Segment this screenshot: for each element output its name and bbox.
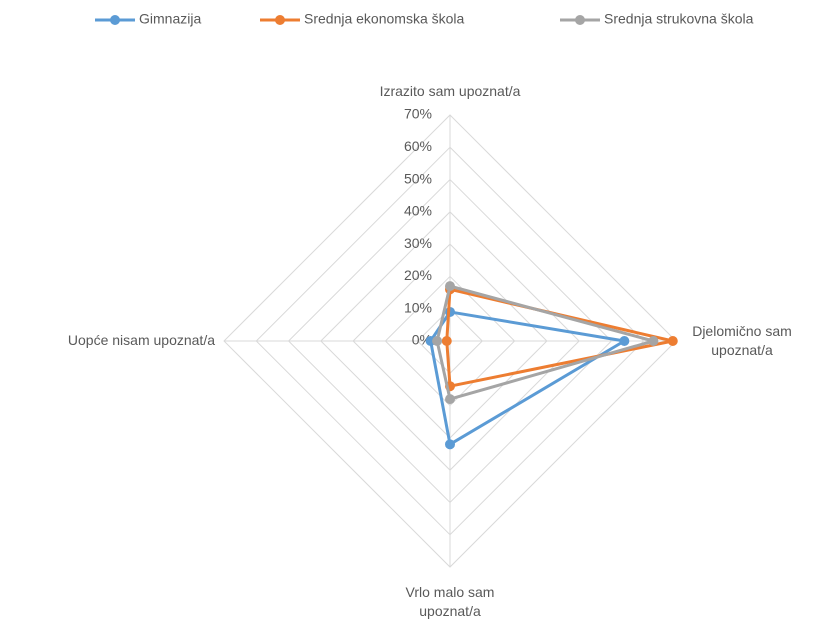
series-marker (445, 439, 455, 450)
category-label: Djelomično sam upoznat/a (692, 323, 792, 358)
y-tick-label: 70% (404, 106, 432, 122)
y-tick-label: 60% (404, 138, 432, 154)
category-label: Uopće nisam upoznat/a (67, 332, 215, 348)
series-marker (648, 336, 659, 346)
series-marker (441, 336, 452, 346)
category-label: Vrlo malo sam upoznat/a (405, 584, 495, 619)
y-tick-label: 20% (404, 267, 432, 283)
legend-marker (275, 15, 285, 25)
y-tick-label: 30% (404, 235, 432, 251)
y-tick-label: 40% (404, 203, 432, 219)
y-tick-label: 10% (404, 299, 432, 315)
series-marker (445, 394, 455, 405)
series-marker (619, 336, 630, 346)
legend-marker (110, 15, 120, 25)
legend-label: Srednja ekonomska škola (304, 11, 465, 27)
series-marker (432, 336, 443, 346)
series-marker (667, 336, 678, 346)
legend-label: Srednja strukovna škola (604, 11, 754, 27)
legend-label: Gimnazija (139, 11, 201, 27)
y-tick-label: 50% (404, 170, 432, 186)
series-marker (445, 281, 455, 292)
category-label: Izrazito sam upoznat/a (379, 83, 521, 99)
legend-marker (575, 15, 585, 25)
